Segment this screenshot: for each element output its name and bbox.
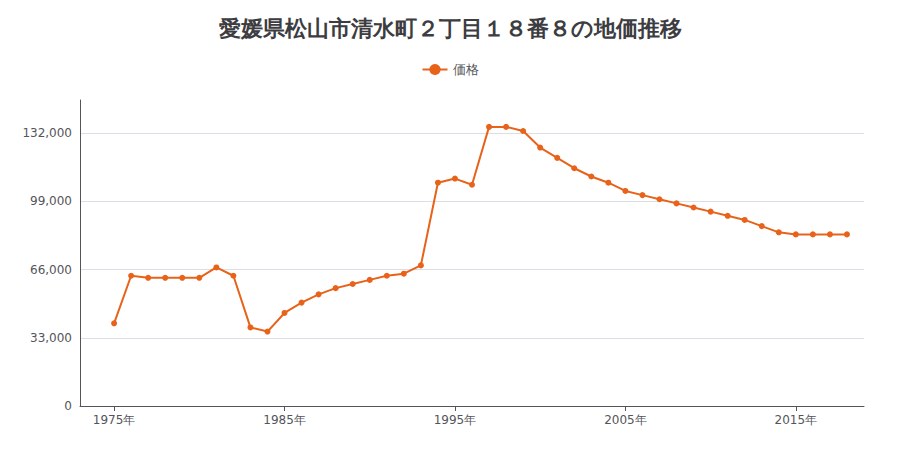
svg-text:33,000: 33,000 — [30, 331, 72, 345]
svg-text:0: 0 — [64, 399, 72, 413]
svg-text:1995年: 1995年 — [434, 413, 477, 427]
svg-text:132,000: 132,000 — [22, 126, 72, 140]
svg-text:66,000: 66,000 — [30, 263, 72, 277]
svg-text:1975年: 1975年 — [93, 413, 136, 427]
svg-text:1985年: 1985年 — [263, 413, 306, 427]
svg-text:価格: 価格 — [453, 62, 479, 77]
svg-text:99,000: 99,000 — [30, 194, 72, 208]
svg-text:2015年: 2015年 — [775, 413, 818, 427]
svg-text:愛媛県松山市清水町２丁目１８番８の地価推移: 愛媛県松山市清水町２丁目１８番８の地価推移 — [219, 16, 682, 41]
svg-text:2005年: 2005年 — [604, 413, 647, 427]
